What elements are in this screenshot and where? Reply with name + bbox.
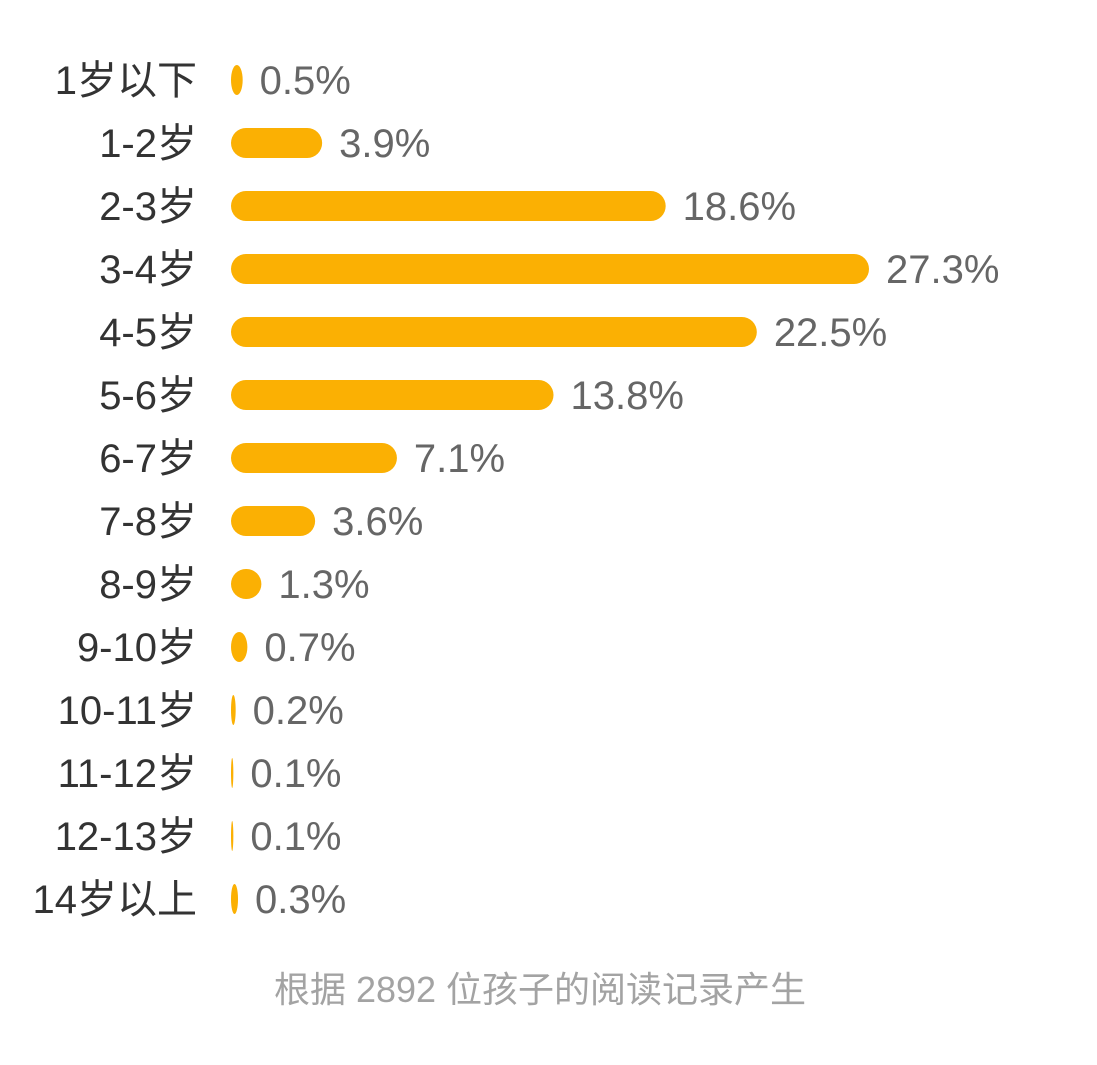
category-label: 5-6岁 xyxy=(99,374,197,418)
bar xyxy=(231,65,243,95)
bar-row: 1-2岁 3.9% xyxy=(99,122,430,166)
bar xyxy=(231,254,869,284)
bar-row: 14岁以上 0.3% xyxy=(33,878,347,922)
bar-row: 3-4岁 27.3% xyxy=(99,248,999,292)
bar-row: 10-11岁 0.2% xyxy=(58,689,344,733)
value-label: 22.5% xyxy=(774,311,887,355)
category-label: 9-10岁 xyxy=(77,626,197,670)
category-label: 10-11岁 xyxy=(58,689,197,733)
category-label: 2-3岁 xyxy=(99,185,197,229)
bar-row: 11-12岁 0.1% xyxy=(58,752,342,796)
category-label: 14岁以上 xyxy=(33,878,198,922)
bar xyxy=(231,128,323,158)
category-label: 1-2岁 xyxy=(99,122,197,166)
bar-row: 5-6岁 13.8% xyxy=(99,374,684,418)
value-label: 3.6% xyxy=(332,500,423,544)
value-label: 0.5% xyxy=(260,59,351,103)
bar-row: 7-8岁 3.6% xyxy=(99,500,423,544)
category-label: 11-12岁 xyxy=(58,752,197,796)
bar xyxy=(231,506,316,536)
category-label: 6-7岁 xyxy=(99,437,197,481)
category-label: 7-8岁 xyxy=(99,500,197,544)
value-label: 0.7% xyxy=(264,626,355,670)
value-label: 0.1% xyxy=(250,815,341,859)
category-label: 3-4岁 xyxy=(99,248,197,292)
bar xyxy=(231,695,236,725)
value-label: 0.2% xyxy=(253,689,344,733)
bar xyxy=(231,569,262,599)
bar-row: 6-7岁 7.1% xyxy=(99,437,505,481)
category-label: 12-13岁 xyxy=(55,815,197,859)
bar xyxy=(231,380,554,410)
bar xyxy=(231,443,397,473)
bar xyxy=(231,632,248,662)
value-label: 27.3% xyxy=(886,248,999,292)
bar-row: 8-9岁 1.3% xyxy=(99,563,369,607)
value-label: 3.9% xyxy=(339,122,430,166)
footer-note: 根据 2892 位孩子的阅读记录产生 xyxy=(273,969,807,1010)
value-label: 13.8% xyxy=(571,374,684,418)
bar xyxy=(231,821,234,851)
value-label: 1.3% xyxy=(278,563,369,607)
value-label: 18.6% xyxy=(683,185,796,229)
bar-row: 12-13岁 0.1% xyxy=(55,815,342,859)
bar-row: 1岁以下 0.5% xyxy=(55,59,351,103)
bar xyxy=(231,884,239,914)
bar-row: 9-10岁 0.7% xyxy=(77,626,356,670)
bar-row: 2-3岁 18.6% xyxy=(99,185,796,229)
bar xyxy=(231,758,234,788)
chart-rows: 1岁以下 0.5% 1-2岁 3.9% 2-3岁 18.6% 3-4岁 27.3% 4-5岁 22… xyxy=(33,59,1000,922)
value-label: 0.3% xyxy=(255,878,346,922)
bar-row: 4-5岁 22.5% xyxy=(99,311,887,355)
category-label: 1岁以下 xyxy=(55,59,197,103)
category-label: 4-5岁 xyxy=(99,311,197,355)
bar xyxy=(231,191,666,221)
category-label: 8-9岁 xyxy=(99,563,197,607)
value-label: 7.1% xyxy=(414,437,505,481)
value-label: 0.1% xyxy=(250,752,341,796)
bar xyxy=(231,317,757,347)
